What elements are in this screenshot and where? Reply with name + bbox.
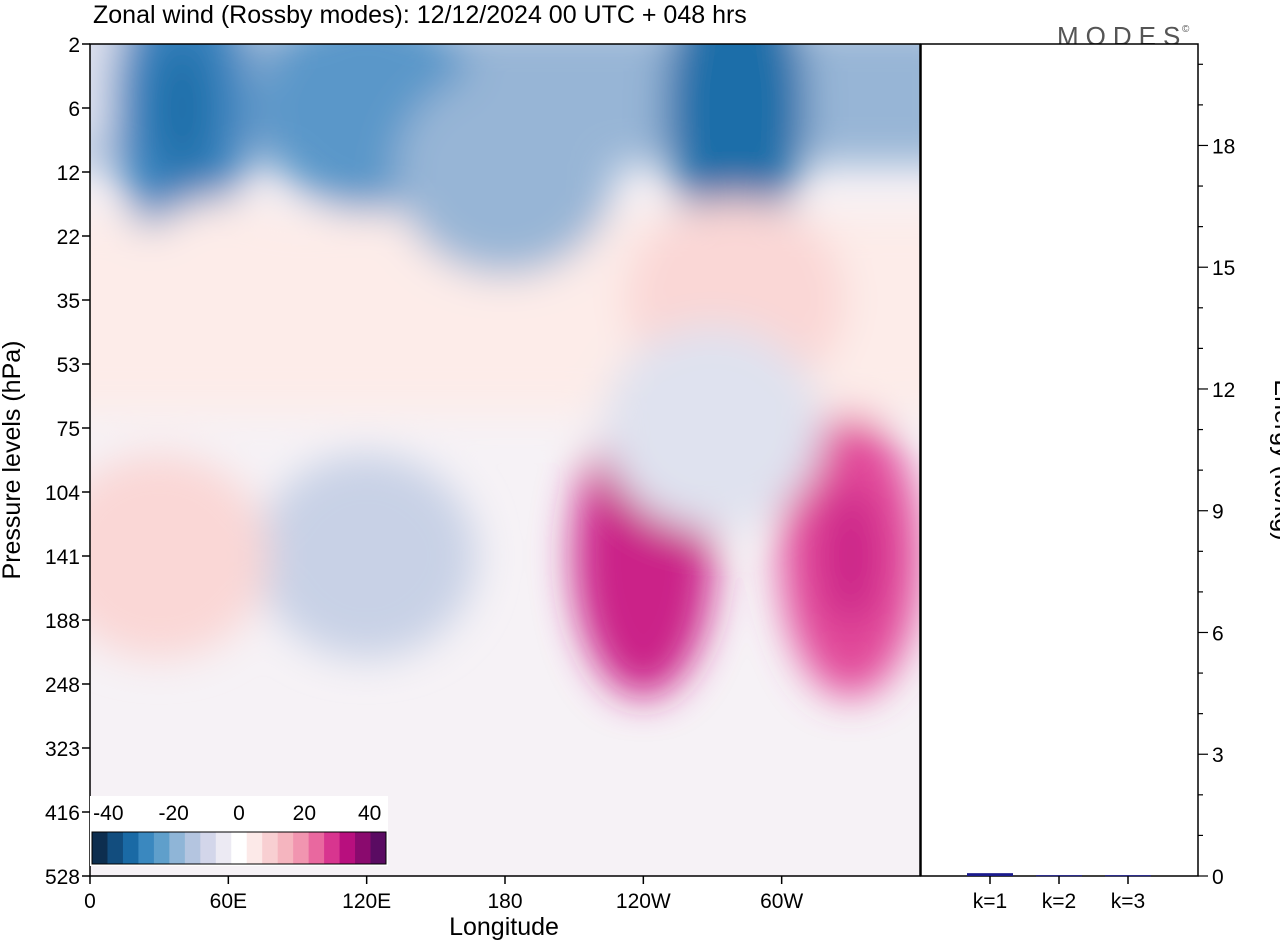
field-core bbox=[152, 44, 213, 179]
logo-copyright-mark: © bbox=[1182, 24, 1190, 35]
energy-tick-label: 15 bbox=[1212, 257, 1235, 280]
energy-tick-label: 3 bbox=[1212, 744, 1224, 767]
x-tick-label: 60E bbox=[210, 890, 247, 913]
field-core bbox=[705, 44, 766, 179]
y-tick-label: 528 bbox=[45, 866, 80, 889]
zonal-wind-panel: 2 6 12 22 35 53 75 104 141 188 248 323 416 528 0 60E 12… bbox=[0, 34, 921, 941]
colorbar-label: -20 bbox=[158, 802, 188, 825]
colorbar-swatch bbox=[262, 832, 279, 864]
colorbar-swatch bbox=[246, 832, 263, 864]
energy-bar bbox=[1036, 875, 1082, 877]
energy-bars: k=1 k=2 k=3 bbox=[967, 873, 1151, 913]
colorbar-swatch bbox=[355, 832, 372, 864]
colorbar-label: -40 bbox=[93, 802, 123, 825]
wind-field bbox=[90, 44, 920, 697]
x-tick-label: 60W bbox=[760, 890, 803, 913]
energy-category-label: k=3 bbox=[1111, 890, 1145, 913]
colorbar-swatch bbox=[277, 832, 294, 864]
colorbar-swatch bbox=[153, 832, 170, 864]
energy-bar bbox=[967, 873, 1013, 876]
field-cell bbox=[602, 325, 823, 531]
field-cell bbox=[395, 69, 615, 275]
colorbar-swatch bbox=[339, 832, 356, 864]
y-tick-label: 188 bbox=[45, 610, 80, 633]
x-tick-label: 180 bbox=[487, 890, 522, 913]
x-tick-label: 0 bbox=[84, 890, 96, 913]
field-core bbox=[820, 485, 881, 627]
colorbar-swatch bbox=[138, 832, 155, 864]
y-tick-label: 35 bbox=[57, 290, 80, 313]
chart-title: Zonal wind (Rossby modes): 12/12/2024 00… bbox=[93, 1, 747, 29]
energy-axis: 0 3 6 9 12 15 18 bbox=[1198, 63, 1235, 889]
energy-axis-label: Energy (kJ/kg) bbox=[1269, 379, 1280, 540]
y-tick-label: 104 bbox=[45, 482, 80, 505]
y-tick-label: 6 bbox=[68, 98, 80, 121]
colorbar-swatch bbox=[370, 832, 387, 864]
colorbar-swatch bbox=[107, 832, 124, 864]
colorbar-swatch bbox=[308, 832, 325, 864]
field-cell bbox=[256, 453, 477, 659]
colorbar-swatch bbox=[324, 832, 341, 864]
energy-tick-label: 0 bbox=[1212, 866, 1224, 889]
colorbar-frame bbox=[91, 831, 387, 865]
colorbar-label: 40 bbox=[358, 802, 381, 825]
y-tick-label: 141 bbox=[45, 546, 80, 569]
x-tick-label: 120W bbox=[616, 890, 671, 913]
colorbar-swatch bbox=[231, 832, 248, 864]
y-tick-label: 2 bbox=[68, 34, 80, 57]
colorbar-swatch bbox=[184, 832, 201, 864]
field-layer bbox=[90, 44, 920, 697]
y-tick-label: 323 bbox=[45, 738, 80, 761]
energy-panel: 0 3 6 9 12 15 18 k=1 k=2 k=3 Energy (kJ/kg) bbox=[920, 43, 1280, 913]
colorbar-swatch bbox=[122, 832, 139, 864]
colorbar-swatch bbox=[293, 832, 310, 864]
energy-tick-label: 18 bbox=[1212, 135, 1235, 158]
field-core bbox=[613, 485, 674, 627]
colorbar-label: 20 bbox=[293, 802, 316, 825]
y-tick-label: 53 bbox=[57, 354, 80, 377]
energy-bar bbox=[1105, 875, 1151, 877]
colorbar-swatch bbox=[169, 832, 186, 864]
energy-tick-label: 12 bbox=[1212, 379, 1235, 402]
field-cell bbox=[90, 453, 270, 659]
colorbar-label: 0 bbox=[233, 802, 245, 825]
y-tick-label: 12 bbox=[57, 162, 80, 185]
y-tick-label: 75 bbox=[57, 418, 80, 441]
energy-plot-frame bbox=[920, 43, 1199, 877]
pressure-axis: 2 6 12 22 35 53 75 104 141 188 248 323 416 528 bbox=[45, 34, 90, 889]
y-tick-label: 416 bbox=[45, 802, 80, 825]
colorbar-legend: -40 -20 0 20 40 bbox=[90, 796, 388, 866]
energy-category-label: k=1 bbox=[973, 890, 1007, 913]
colorbar-swatch bbox=[215, 832, 232, 864]
colorbar-swatch bbox=[200, 832, 217, 864]
field-cell bbox=[118, 197, 339, 403]
energy-tick-label: 6 bbox=[1212, 622, 1224, 645]
y-tick-label: 248 bbox=[45, 674, 80, 697]
longitude-axis: 0 60E 120E 180 120W 60W bbox=[84, 876, 803, 913]
y-axis-label: Pressure levels (hPa) bbox=[0, 341, 26, 580]
energy-category-label: k=2 bbox=[1042, 890, 1076, 913]
energy-tick-label: 9 bbox=[1212, 501, 1224, 524]
x-axis-label: Longitude bbox=[449, 913, 559, 941]
y-tick-label: 22 bbox=[57, 226, 80, 249]
x-tick-label: 120E bbox=[342, 890, 391, 913]
colorbar-swatch bbox=[92, 832, 108, 864]
